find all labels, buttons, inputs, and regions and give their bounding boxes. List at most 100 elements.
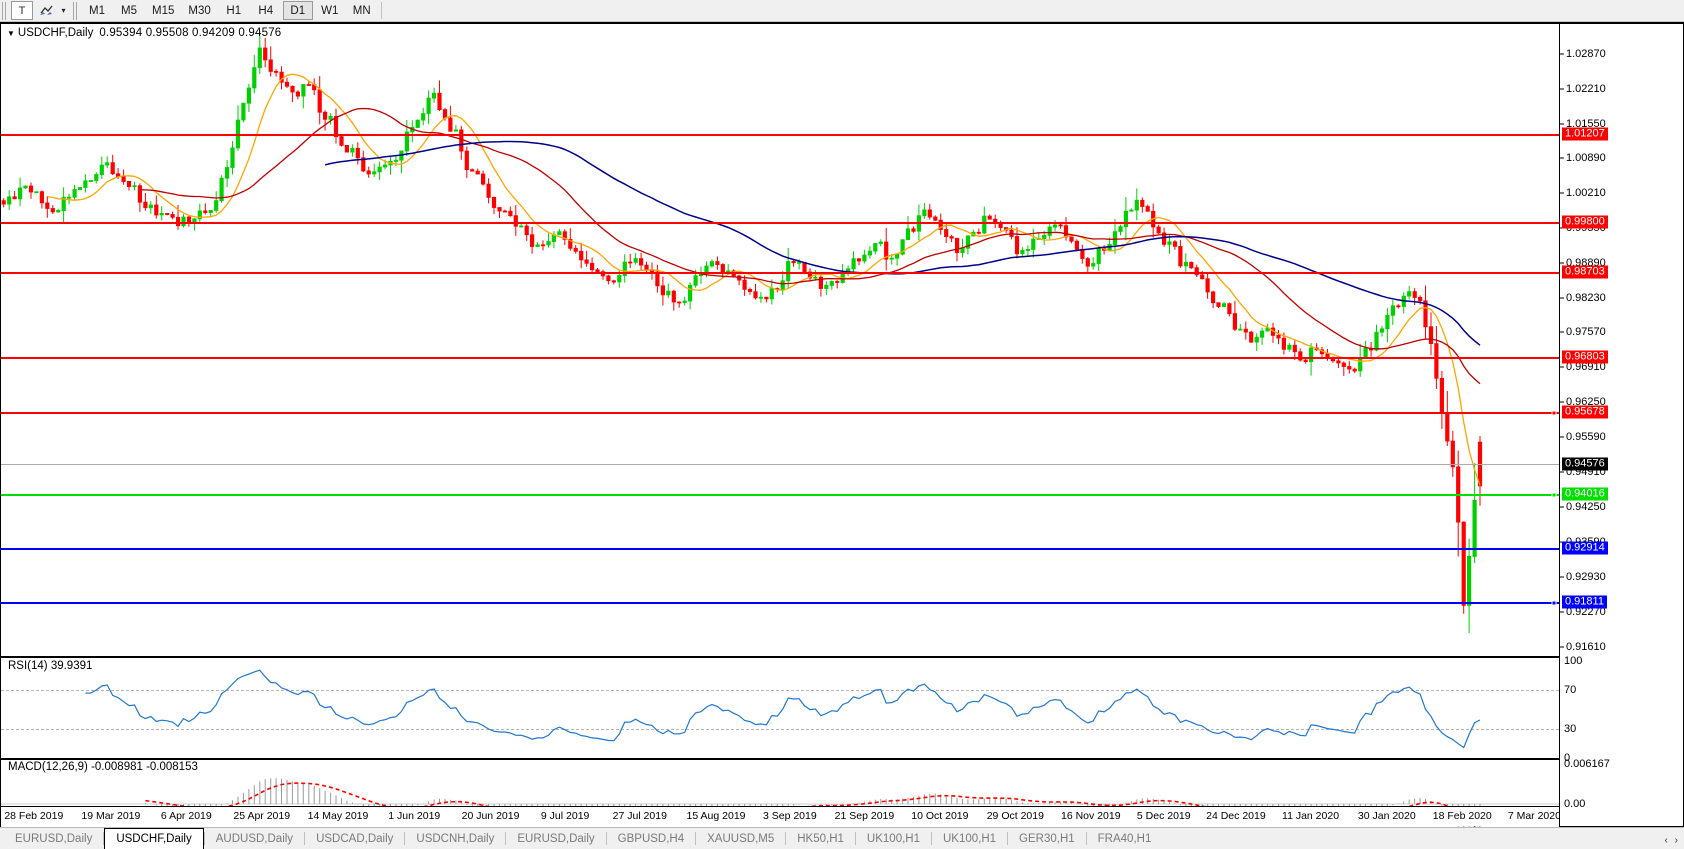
timeframe-group: M1 M5 M15 M30 H1 H4 D1 W1 MN xyxy=(81,1,378,20)
macd-tick-label: 0.006167 xyxy=(1564,758,1610,770)
tab-separator xyxy=(203,832,205,845)
support-0-94016-badge[interactable]: 0.94016 xyxy=(1562,487,1608,501)
chart-tab-fra40-h1[interactable]: FRA40,H1 xyxy=(1097,833,1152,845)
resistance-0-95678-badge[interactable]: 0.95678 xyxy=(1562,405,1608,419)
price-tick-mark xyxy=(1560,366,1564,368)
price-tick-mark xyxy=(1560,576,1564,578)
resistance-0-95678-line[interactable] xyxy=(1,412,1559,414)
price-scale[interactable]: 1.028701.022101.015501.008901.002100.995… xyxy=(1559,24,1683,826)
chart-collapse-icon[interactable]: ▼ xyxy=(7,29,15,38)
tab-separator xyxy=(605,832,607,845)
price-tick-label: 1.02870 xyxy=(1566,48,1606,60)
chart-tab-uk100-h1[interactable]: UK100,H1 xyxy=(866,833,920,845)
chart-tab-uk100-h1[interactable]: UK100,H1 xyxy=(942,833,997,845)
time-axis-label: 10 Oct 2019 xyxy=(911,810,969,822)
timeframe-h4[interactable]: H4 xyxy=(258,4,274,17)
rsi-tick-label: 100 xyxy=(1564,655,1583,667)
price-tick-label: 1.00890 xyxy=(1566,152,1606,164)
time-axis-label: 1 Jun 2019 xyxy=(388,810,441,822)
chart-tab-xauusd-m5[interactable]: XAUUSD,M5 xyxy=(707,833,775,845)
time-axis-label: 27 Jul 2019 xyxy=(612,810,667,822)
rsi-label: RSI(14) 39.9391 xyxy=(8,660,93,672)
price-tick-mark xyxy=(1560,646,1564,648)
support-0-92914-line[interactable] xyxy=(1,548,1559,550)
chart-tab-usdcnh-daily[interactable]: USDCNH,Daily xyxy=(416,833,495,845)
chart-tab-hk50-h1[interactable]: HK50,H1 xyxy=(797,833,844,845)
chart-tab-usdcad-daily[interactable]: USDCAD,Daily xyxy=(316,833,394,845)
timeframe-mn[interactable]: MN xyxy=(352,4,371,17)
chart-window[interactable]: ▼ USDCHF,Daily 0.95394 0.95508 0.94209 0.9… xyxy=(0,22,1684,827)
support-0-94016-line[interactable] xyxy=(1,494,1559,496)
tab-separator xyxy=(695,832,697,845)
tab-separator xyxy=(930,832,932,845)
rsi-band-70 xyxy=(1,690,1559,691)
resistance-0-96803-badge[interactable]: 0.96803 xyxy=(1562,350,1608,364)
time-axis-label: 3 Sep 2019 xyxy=(762,810,817,822)
candlestick-series xyxy=(1,31,1483,634)
price-tick-mark xyxy=(1560,53,1564,55)
objects-dropdown-caret[interactable]: ▾ xyxy=(59,1,70,20)
time-axis-label: 30 Jan 2020 xyxy=(1357,810,1416,822)
resistance-0-99800-badge[interactable]: 0.99800 xyxy=(1562,215,1608,229)
tab-separator xyxy=(404,832,406,845)
timeframe-m5[interactable]: M5 xyxy=(121,4,137,17)
current-price-0-94576-badge[interactable]: 0.94576 xyxy=(1562,457,1608,471)
support-0-91811-line[interactable] xyxy=(1,602,1559,604)
chart-tab-gbpusd-h4[interactable]: GBPUSD,H4 xyxy=(617,833,685,845)
pane-separator-rsi[interactable] xyxy=(1,656,1683,658)
price-tick-label: 0.97570 xyxy=(1566,326,1606,338)
price-tick-label: 0.92930 xyxy=(1566,571,1606,583)
resistance-0-96803-line[interactable] xyxy=(1,357,1559,359)
timeframe-m15[interactable]: M15 xyxy=(152,4,175,17)
timeframe-h1[interactable]: H1 xyxy=(226,4,242,17)
resistance-0-99800-line[interactable] xyxy=(1,222,1559,224)
support-0-92914-badge[interactable]: 0.92914 xyxy=(1562,541,1608,555)
pane-separator-macd[interactable] xyxy=(1,758,1683,760)
price-tick-mark xyxy=(1560,401,1564,403)
time-axis-label: 11 Jan 2020 xyxy=(1282,810,1340,822)
chart-tab-eurusd-daily[interactable]: EURUSD,Daily xyxy=(15,833,93,845)
timeframe-m30[interactable]: M30 xyxy=(188,4,211,17)
time-axis-label: 25 Apr 2019 xyxy=(233,810,291,822)
support-0-91811-anchor-handle[interactable] xyxy=(1551,600,1557,606)
support-0-91811-badge[interactable]: 0.91811 xyxy=(1562,595,1607,609)
chart-ohlc-values: 0.95394 0.95508 0.94209 0.94576 xyxy=(99,27,282,39)
timeframe-m1[interactable]: M1 xyxy=(89,4,105,17)
text-tool-icon[interactable]: T xyxy=(11,1,33,20)
price-pane[interactable] xyxy=(1,24,1559,656)
price-tick-label: 0.92270 xyxy=(1566,606,1606,618)
resistance-1-01207-line[interactable] xyxy=(1,134,1559,136)
chart-tab-ger30-h1[interactable]: GER30,H1 xyxy=(1019,833,1075,845)
time-axis-label: 24 Dec 2019 xyxy=(1206,810,1266,822)
objects-glyph xyxy=(39,5,53,15)
price-tick-mark xyxy=(1560,157,1564,159)
timeframe-w1[interactable]: W1 xyxy=(321,4,339,17)
resistance-0-98703-line[interactable] xyxy=(1,272,1559,274)
rsi-line-series xyxy=(85,669,1481,749)
price-tick-label: 0.91610 xyxy=(1566,641,1606,653)
main-toolbar: T ▾ M1 M5 M15 M30 H1 H4 D1 W1 MN xyxy=(0,0,1684,22)
chart-tab-usdchf-daily[interactable]: USDCHF,Daily xyxy=(104,828,204,849)
rsi-band-30 xyxy=(1,729,1559,730)
objects-tool-icon[interactable] xyxy=(35,1,57,20)
support-0-94016-anchor-handle[interactable] xyxy=(1551,492,1557,498)
toolbar-grip[interactable] xyxy=(1,1,8,20)
macd-label: MACD(12,26,9) -0.008981 -0.008153 xyxy=(8,761,198,773)
time-axis-label: 6 Apr 2019 xyxy=(160,810,212,822)
chart-tab-eurusd-daily[interactable]: EURUSD,Daily xyxy=(517,833,595,845)
current-price-0-94576-line[interactable] xyxy=(1,464,1559,465)
price-tick-label: 1.02210 xyxy=(1566,83,1606,95)
resistance-0-95678-anchor-handle[interactable] xyxy=(1551,410,1557,416)
rsi-pane[interactable]: RSI(14) 39.9391 xyxy=(1,658,1559,758)
price-tick-label: 0.94250 xyxy=(1566,501,1606,513)
tab-scroll-arrows[interactable]: ‹ › xyxy=(1664,835,1680,846)
timeframe-grip[interactable] xyxy=(72,1,79,20)
resistance-1-01207-badge[interactable]: 1.01207 xyxy=(1562,127,1608,141)
rsi-tick-label: 30 xyxy=(1564,723,1577,735)
chart-tab-audusd-daily[interactable]: AUDUSD,Daily xyxy=(215,833,294,845)
resistance-0-98703-badge[interactable]: 0.98703 xyxy=(1562,265,1608,279)
timeframe-d1[interactable]: D1 xyxy=(282,1,313,20)
macd-tick-label: 0.00 xyxy=(1564,798,1586,810)
price-tick-mark xyxy=(1560,331,1564,333)
time-axis-label: 15 Aug 2019 xyxy=(686,810,746,822)
